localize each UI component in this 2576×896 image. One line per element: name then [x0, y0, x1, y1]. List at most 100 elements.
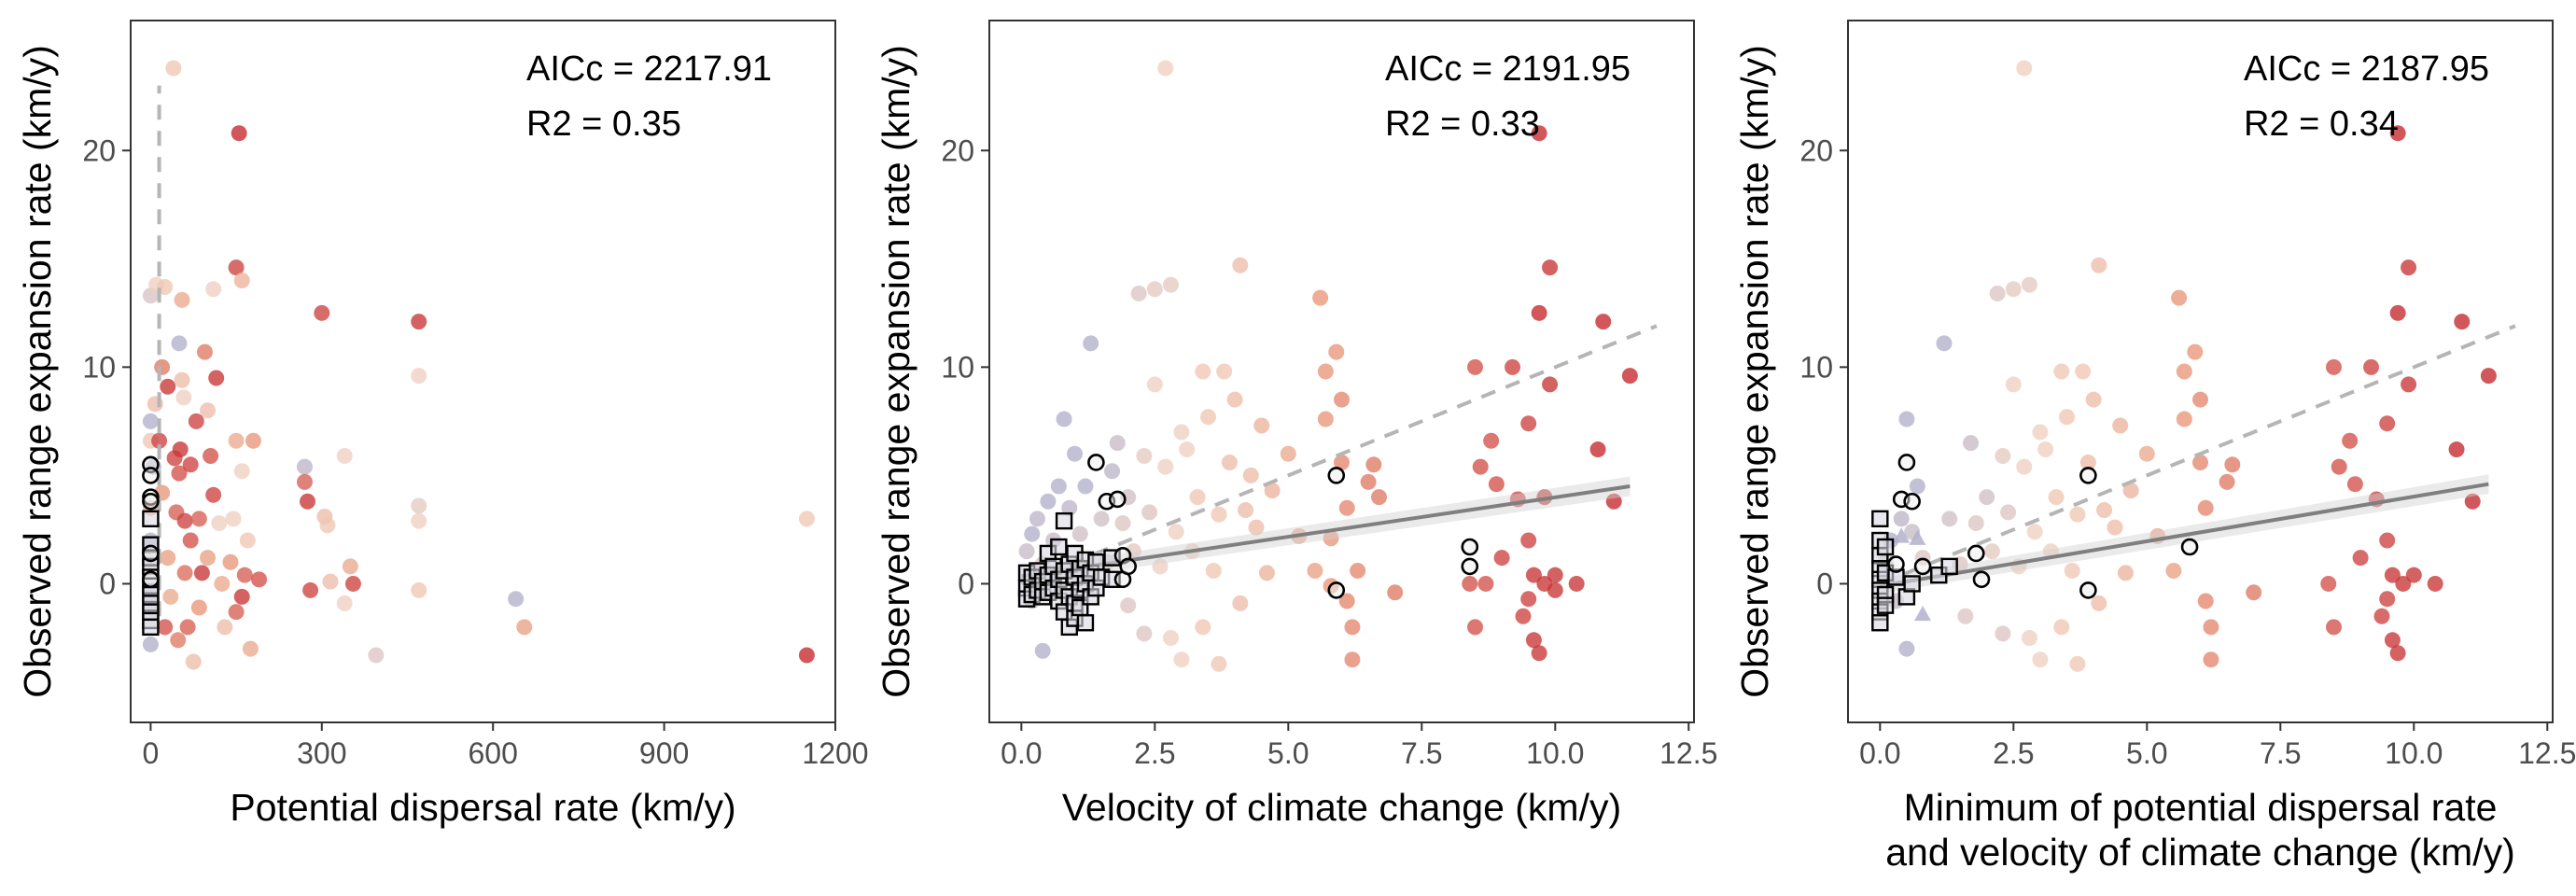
- data-point: [2000, 504, 2017, 521]
- data-point: [1387, 584, 1404, 601]
- x-tick-label: 10.0: [2385, 736, 2443, 770]
- y-axis-label: Observed range expansion rate (km/y): [875, 45, 917, 698]
- data-point: [1328, 343, 1345, 360]
- square-point: [1876, 538, 1895, 556]
- data-point: [2117, 565, 2134, 581]
- data-point: [205, 281, 222, 298]
- data-point: [2069, 506, 2086, 523]
- data-point: [1109, 435, 1126, 452]
- data-point: [1360, 473, 1377, 490]
- x-tick-label: 5.0: [1267, 736, 1309, 770]
- outlined-point: [142, 492, 160, 511]
- data-point: [200, 550, 217, 567]
- data-point: [1483, 432, 1500, 449]
- data-point: [1595, 314, 1612, 330]
- data-point: [1093, 511, 1110, 527]
- data-point: [2192, 391, 2208, 408]
- data-point: [2401, 259, 2417, 276]
- y-tick-label: 20: [941, 133, 974, 167]
- data-point: [319, 517, 336, 534]
- data-point: [2384, 567, 2401, 583]
- square-point: [1871, 510, 1889, 528]
- x-tick-label: 2.5: [1134, 736, 1175, 770]
- r2-annotation: R2 = 0.33: [1385, 105, 1540, 144]
- data-point: [1941, 511, 1958, 527]
- data-point: [188, 413, 204, 429]
- data-point: [2091, 257, 2107, 273]
- y-tick-label: 0: [1816, 567, 1833, 600]
- plot-area: [142, 60, 815, 670]
- data-point: [214, 575, 231, 592]
- data-point: [2165, 563, 2182, 580]
- data-point: [1967, 514, 1984, 531]
- data-point: [2389, 125, 2406, 142]
- data-point: [1050, 478, 1067, 495]
- outlined-point: [142, 570, 160, 589]
- data-point: [165, 60, 182, 77]
- data-point: [1211, 506, 1227, 523]
- outlined-point: [2079, 581, 2097, 599]
- data-point: [2203, 651, 2219, 668]
- data-point: [1317, 411, 1334, 427]
- data-point: [2325, 358, 2342, 375]
- data-point: [2079, 454, 2096, 470]
- outlined-point: [1327, 467, 1346, 484]
- data-point: [217, 619, 233, 636]
- data-point: [2363, 358, 2380, 375]
- outlined-point: [142, 544, 160, 563]
- data-point: [411, 512, 427, 529]
- square-point: [1871, 614, 1889, 632]
- data-point: [1531, 645, 1547, 662]
- data-point: [1338, 593, 1355, 609]
- data-point: [1136, 448, 1153, 465]
- x-tick-label: 2.5: [1993, 736, 2034, 770]
- data-point: [1979, 489, 1995, 506]
- square-point: [1876, 596, 1895, 614]
- data-point: [1621, 368, 1638, 385]
- data-point: [1525, 632, 1542, 649]
- aicc-annotation: AICc = 2191.95: [1385, 49, 1631, 89]
- data-point: [2016, 458, 2033, 475]
- outlined-point: [1087, 454, 1105, 471]
- data-point: [2032, 424, 2049, 441]
- data-point: [228, 259, 245, 276]
- y-tick-label: 0: [958, 567, 974, 600]
- data-point: [1211, 655, 1227, 672]
- data-point: [1520, 532, 1537, 549]
- data-point: [196, 343, 213, 360]
- data-point: [1488, 476, 1505, 493]
- data-point: [1898, 640, 1915, 657]
- data-point: [1034, 642, 1051, 659]
- data-point: [2112, 417, 2129, 434]
- data-point: [1258, 565, 1275, 581]
- triangle-point: [1914, 605, 1932, 622]
- data-point: [2176, 363, 2192, 380]
- data-point: [2373, 608, 2390, 624]
- triangle-point: [1893, 527, 1911, 543]
- r2-annotation: R2 = 0.34: [2244, 105, 2399, 144]
- data-point: [1232, 595, 1249, 611]
- outlined-point: [1119, 557, 1138, 576]
- x-tick-label: 0.0: [1859, 736, 1900, 770]
- data-point: [1040, 493, 1057, 510]
- data-point: [411, 497, 427, 514]
- x-tick-label: 5.0: [2126, 736, 2167, 770]
- y-tick-label: 20: [82, 133, 116, 167]
- data-point: [1466, 358, 1483, 375]
- data-point: [1152, 558, 1169, 575]
- data-point: [242, 640, 259, 657]
- data-point: [336, 595, 353, 611]
- y-tick-label: 10: [1799, 350, 1833, 384]
- data-point: [1173, 424, 1190, 441]
- data-point: [160, 378, 176, 395]
- data-point: [2053, 619, 2070, 636]
- square-point: [142, 618, 160, 637]
- data-point: [2389, 304, 2406, 321]
- data-point: [176, 565, 193, 581]
- data-point: [1216, 363, 1233, 380]
- data-point: [2037, 441, 2054, 458]
- data-point: [1205, 563, 1222, 580]
- data-point: [1317, 363, 1334, 380]
- data-point: [2389, 645, 2406, 662]
- data-point: [336, 448, 353, 465]
